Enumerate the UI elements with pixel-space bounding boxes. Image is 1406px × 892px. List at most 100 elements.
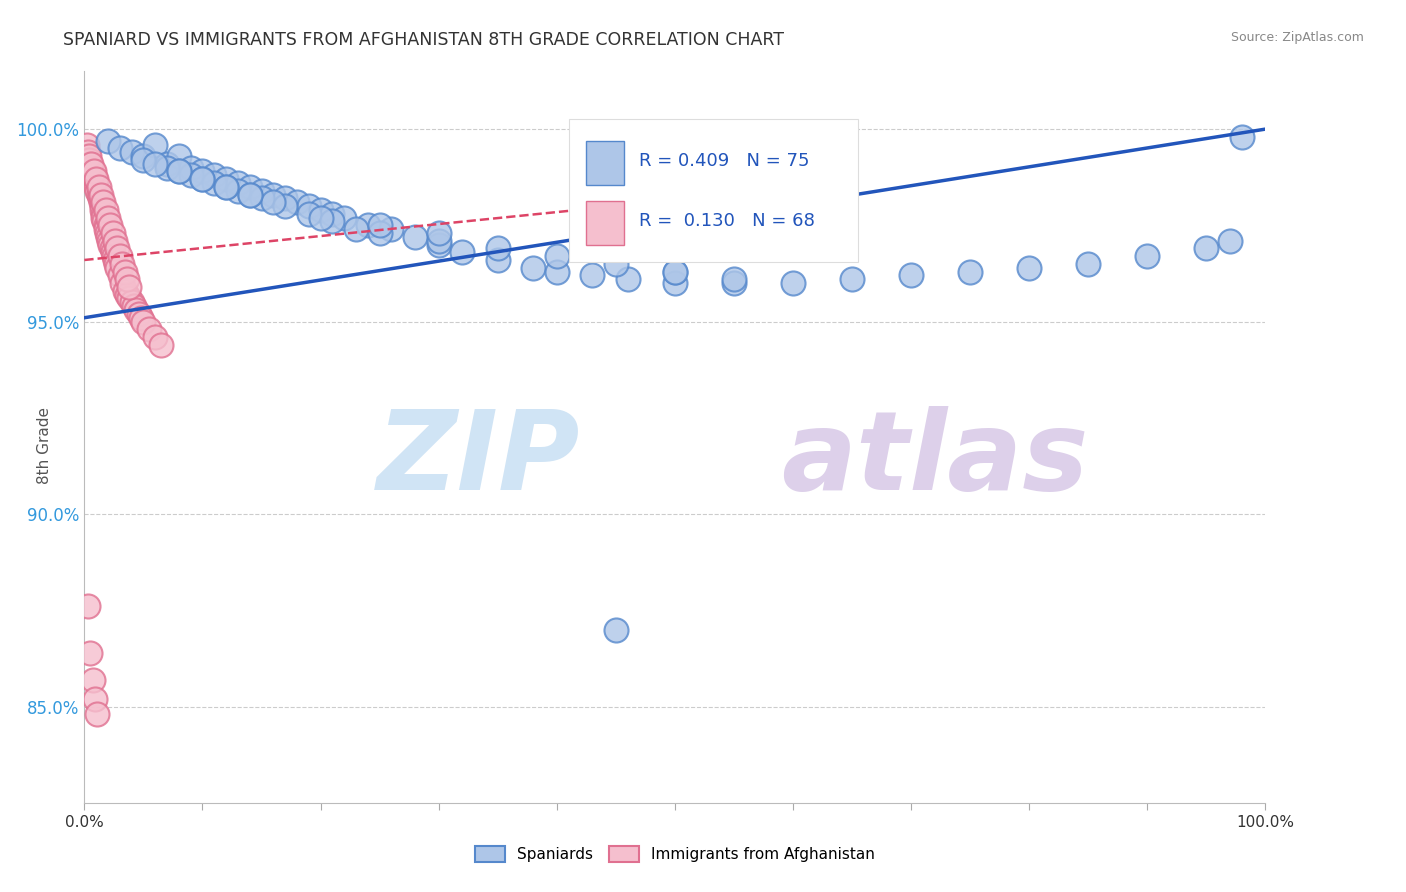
- Text: SPANIARD VS IMMIGRANTS FROM AFGHANISTAN 8TH GRADE CORRELATION CHART: SPANIARD VS IMMIGRANTS FROM AFGHANISTAN …: [63, 31, 785, 49]
- Point: [108, 268, 131, 283]
- Point: [77, 153, 100, 167]
- Point: [723, 276, 745, 290]
- Point: [226, 176, 249, 190]
- Point: [581, 268, 603, 283]
- Point: [132, 315, 155, 329]
- Point: [132, 149, 155, 163]
- Point: [404, 230, 426, 244]
- Point: [1018, 260, 1040, 275]
- Point: [86, 184, 108, 198]
- Point: [298, 207, 321, 221]
- Point: [250, 184, 273, 198]
- Point: [262, 195, 284, 210]
- Point: [114, 264, 136, 278]
- FancyBboxPatch shape: [586, 141, 624, 185]
- Point: [191, 172, 214, 186]
- Point: [98, 234, 121, 248]
- Point: [180, 161, 202, 175]
- Point: [723, 272, 745, 286]
- Point: [427, 234, 450, 248]
- Point: [111, 257, 134, 271]
- Point: [125, 303, 148, 318]
- Point: [309, 202, 332, 217]
- Point: [616, 272, 638, 286]
- Point: [96, 226, 118, 240]
- Point: [486, 252, 509, 267]
- Point: [84, 176, 107, 190]
- Point: [215, 172, 238, 186]
- Point: [138, 322, 160, 336]
- Text: atlas: atlas: [782, 406, 1088, 513]
- FancyBboxPatch shape: [586, 201, 624, 244]
- Point: [97, 134, 120, 148]
- Point: [98, 237, 121, 252]
- Point: [118, 292, 141, 306]
- Point: [90, 187, 112, 202]
- Point: [167, 164, 190, 178]
- Text: ZIP: ZIP: [377, 406, 581, 513]
- Point: [79, 157, 101, 171]
- Point: [94, 202, 117, 217]
- Point: [180, 169, 202, 183]
- Point: [298, 199, 321, 213]
- Text: R = 0.409   N = 75: R = 0.409 N = 75: [640, 153, 810, 170]
- Point: [605, 623, 627, 637]
- Point: [333, 211, 356, 225]
- Point: [82, 164, 104, 178]
- Point: [90, 195, 112, 210]
- Point: [100, 242, 122, 256]
- Point: [605, 257, 627, 271]
- Point: [143, 330, 166, 344]
- Point: [285, 195, 308, 210]
- Point: [167, 149, 190, 163]
- Point: [427, 237, 450, 252]
- Point: [1077, 257, 1099, 271]
- Point: [215, 179, 238, 194]
- Point: [84, 691, 107, 706]
- Point: [91, 207, 114, 221]
- Point: [202, 176, 225, 190]
- Point: [262, 187, 284, 202]
- Point: [94, 222, 117, 236]
- Point: [108, 141, 131, 155]
- Point: [156, 157, 179, 171]
- Point: [121, 295, 143, 310]
- Point: [91, 195, 114, 210]
- Point: [87, 179, 110, 194]
- Point: [97, 211, 120, 225]
- Point: [522, 260, 544, 275]
- Point: [321, 207, 343, 221]
- Point: [1230, 129, 1253, 144]
- Point: [226, 184, 249, 198]
- Point: [77, 145, 100, 160]
- Point: [1219, 234, 1241, 248]
- Point: [77, 149, 100, 163]
- Point: [664, 264, 686, 278]
- Point: [86, 707, 108, 722]
- Point: [239, 187, 262, 202]
- Point: [79, 646, 101, 660]
- Point: [143, 137, 166, 152]
- Point: [357, 219, 380, 233]
- Point: [114, 284, 136, 298]
- Point: [104, 234, 127, 248]
- Point: [451, 245, 474, 260]
- Point: [959, 264, 981, 278]
- Point: [103, 249, 125, 263]
- Point: [143, 157, 166, 171]
- Point: [274, 191, 297, 205]
- Point: [215, 179, 238, 194]
- Point: [167, 164, 190, 178]
- Point: [202, 169, 225, 183]
- FancyBboxPatch shape: [568, 119, 858, 261]
- Point: [87, 187, 110, 202]
- Point: [84, 172, 107, 186]
- Point: [239, 179, 262, 194]
- Point: [115, 287, 138, 301]
- Point: [121, 145, 143, 160]
- Point: [101, 245, 124, 260]
- Text: 8th Grade: 8th Grade: [38, 408, 52, 484]
- Point: [105, 257, 128, 271]
- Text: Source: ZipAtlas.com: Source: ZipAtlas.com: [1230, 31, 1364, 45]
- Point: [309, 211, 332, 225]
